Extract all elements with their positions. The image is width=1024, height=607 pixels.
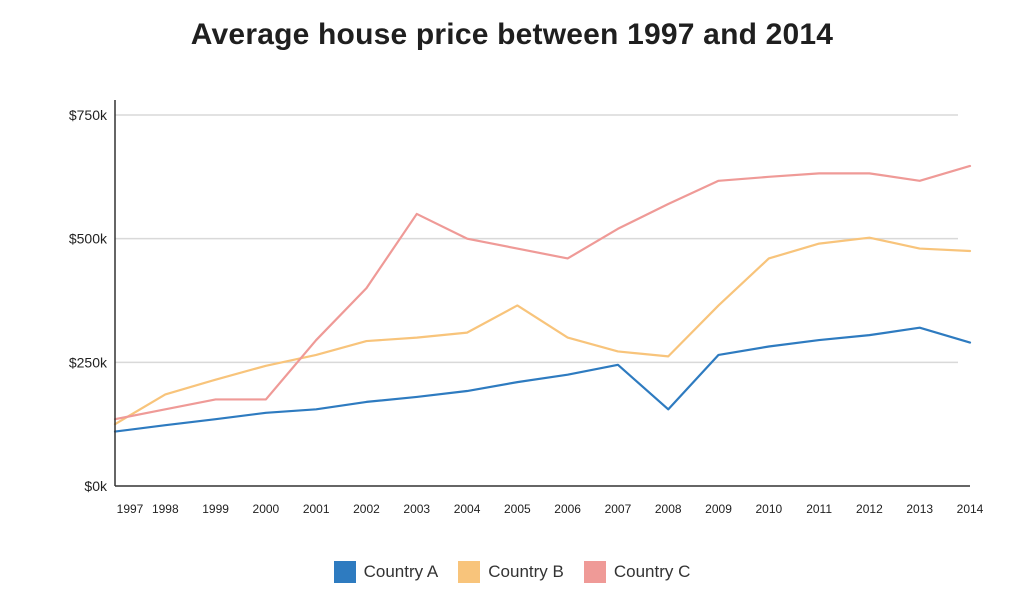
y-tick-label: $500k: [69, 231, 108, 247]
legend-item-country-c[interactable]: Country C: [583, 561, 691, 583]
series-lines: [113, 164, 972, 433]
x-tick-label: 2010: [755, 502, 782, 516]
y-tick-label: $250k: [69, 354, 108, 370]
y-tick-label: $0k: [84, 478, 108, 494]
y-axis-ticks: $0k $250k $500k $750k: [69, 107, 108, 494]
x-tick-label: 2014: [957, 502, 984, 516]
series-line-country-c: [113, 164, 972, 421]
x-tick-label: 1998: [152, 502, 179, 516]
legend-item-country-b[interactable]: Country B: [458, 561, 564, 583]
legend-swatch-country-a: [333, 561, 356, 583]
series-line-country-a: [113, 326, 972, 433]
x-tick-label: 2006: [554, 502, 581, 516]
x-tick-label: 2007: [605, 502, 632, 516]
chart-title: Average house price between 1997 and 201…: [190, 18, 834, 51]
x-tick-label: 1997: [117, 502, 144, 516]
x-tick-label: 2005: [504, 502, 531, 516]
x-tick-label: 2012: [856, 502, 883, 516]
legend-item-country-a[interactable]: Country A: [333, 561, 439, 583]
x-tick-label: 2004: [454, 502, 481, 516]
legend: Country A Country B Country C: [0, 561, 1024, 583]
series-line-country-b: [113, 236, 972, 426]
x-tick-label: 2011: [806, 502, 832, 516]
x-tick-label: 2009: [705, 502, 732, 516]
legend-swatch-country-b: [458, 561, 481, 583]
x-tick-label: 2001: [303, 502, 330, 516]
x-tick-label: 2013: [906, 502, 933, 516]
legend-label-country-c: Country C: [613, 562, 691, 581]
y-tick-label: $750k: [69, 107, 108, 123]
x-tick-label: 2000: [253, 502, 280, 516]
x-tick-label: 2002: [353, 502, 380, 516]
x-tick-label: 2003: [403, 502, 430, 516]
x-tick-label: 2008: [655, 502, 682, 516]
x-axis-ticks: 1997 1998 1999 2000 2001 2002 2003 2004 2005 2006…: [117, 502, 984, 516]
axes: [114, 100, 970, 487]
legend-label-country-b: Country B: [488, 562, 564, 581]
legend-label-country-a: Country A: [363, 562, 439, 581]
legend-swatch-country-c: [583, 561, 606, 583]
x-tick-label: 1999: [202, 502, 229, 516]
grid-lines: [115, 114, 958, 364]
